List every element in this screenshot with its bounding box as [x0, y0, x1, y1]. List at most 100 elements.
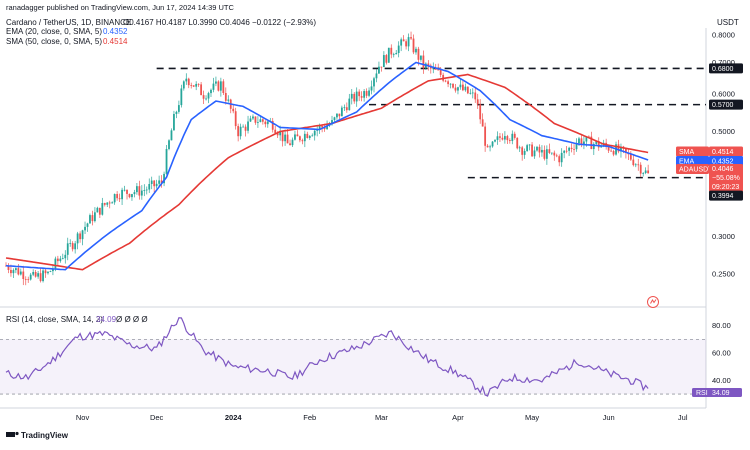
published-note: ranadagger published on TradingView.com,… — [6, 3, 235, 12]
candle-body — [89, 215, 91, 224]
candle-body — [503, 136, 506, 140]
candle-body — [96, 207, 99, 213]
candle-body — [590, 136, 593, 150]
candle-body — [555, 155, 558, 157]
candle-body — [363, 91, 366, 98]
candle-body — [86, 223, 89, 227]
candle-body — [215, 81, 217, 84]
sma-indicator-value: 0.4514 — [103, 37, 128, 46]
candle-body — [570, 147, 573, 149]
candle-body — [466, 86, 469, 94]
candle-body — [29, 274, 32, 280]
candle-body — [71, 243, 74, 250]
candle-body — [113, 194, 116, 203]
candle-body — [224, 93, 227, 101]
candle-body — [261, 119, 264, 122]
support-badge: 0.3994 — [712, 193, 734, 200]
candle-body — [69, 243, 72, 244]
candle-body — [617, 144, 620, 152]
candle-body — [210, 89, 212, 94]
candle-body — [274, 129, 277, 133]
candle-body — [39, 273, 42, 282]
candle-body — [81, 230, 84, 240]
candle-body — [133, 192, 136, 195]
candle-body — [405, 41, 407, 47]
candle-body — [296, 134, 299, 137]
legend-sma-row[interactable]: SMA (50, close, 0, SMA, 5) 0.4514 — [6, 37, 128, 46]
candle-body — [499, 136, 501, 138]
candle-body — [153, 180, 156, 187]
candle-body — [447, 81, 449, 85]
candle-body — [365, 91, 368, 96]
rsi-axis[interactable]: 80.00 60.00 40.00 — [712, 321, 731, 385]
candle-body — [257, 122, 259, 123]
candle-body — [158, 180, 161, 184]
candle-body — [578, 138, 580, 144]
candle-body — [106, 202, 109, 205]
candle-body — [239, 126, 242, 137]
candle-body — [407, 37, 410, 47]
candle-body — [412, 38, 415, 53]
rsi-indicator-label[interactable]: RSI (14, close, SMA, 14, 2) — [6, 315, 103, 324]
candle-body — [244, 126, 247, 131]
candle-body — [306, 133, 309, 139]
price-tick-label: 0.7000 — [712, 58, 735, 67]
candle-body — [336, 113, 338, 118]
candle-body — [143, 190, 146, 191]
candle-body — [91, 215, 94, 222]
resistance-high-badge: 0.6800 — [712, 66, 734, 73]
candle-body — [494, 139, 496, 142]
candle-body — [74, 243, 77, 250]
candle-body — [291, 139, 294, 146]
rsi-tick-label: 40.00 — [712, 376, 731, 385]
candle-body — [427, 63, 430, 66]
candle-body — [629, 154, 632, 160]
candle-body — [52, 268, 54, 272]
candle-body — [121, 189, 123, 200]
candle-body — [289, 143, 291, 146]
legend-ema-row[interactable]: EMA (20, close, 0, SMA, 5) 0.4352 — [6, 27, 128, 36]
price-tick-label: 0.5000 — [712, 127, 735, 136]
candle-body — [185, 78, 188, 82]
candle-body — [19, 271, 22, 275]
rsi-tick-label: 80.00 — [712, 321, 731, 330]
candle-body — [612, 151, 615, 155]
replay-icon[interactable] — [647, 296, 659, 308]
candle-body — [550, 152, 553, 154]
candle-body — [182, 81, 185, 89]
tradingview-logo[interactable]: TradingView — [6, 431, 69, 440]
time-tick-label: Apr — [452, 413, 464, 422]
candle-body — [163, 173, 165, 184]
candle-body — [531, 144, 533, 157]
candle-body — [378, 66, 380, 74]
candle-body — [523, 150, 526, 155]
support-resistance-levels[interactable] — [156, 67, 706, 179]
candle-body — [397, 45, 400, 53]
candle-body — [61, 258, 64, 260]
last-price-badge-bg — [709, 163, 743, 192]
candle-body — [145, 189, 148, 191]
candle-body — [350, 93, 353, 99]
rsi-badge-value: 34.09 — [712, 390, 730, 397]
candle-body — [150, 180, 153, 184]
rsi-line — [5, 317, 649, 397]
candle-body — [66, 243, 69, 255]
candle-body — [610, 150, 612, 152]
symbol-title[interactable]: Cardano / TetherUS, 1D, BINANCE — [6, 18, 131, 27]
candle-body — [479, 104, 482, 120]
time-axis[interactable]: Nov Dec 2024 Feb Mar Apr May Jun Jul — [76, 413, 688, 422]
time-tick-label: May — [525, 413, 539, 422]
candle-body — [368, 90, 370, 96]
price-tick-label: 0.6000 — [712, 90, 735, 99]
candle-body — [54, 258, 57, 269]
candle-body — [12, 270, 15, 274]
resistance-mid-badge: 0.5700 — [712, 102, 734, 109]
candle-body — [165, 149, 168, 174]
candle-body — [242, 126, 244, 128]
price-tick-label: 0.2500 — [712, 269, 735, 278]
candle-body — [202, 95, 205, 99]
candle-body — [234, 111, 237, 127]
time-tick-label: Jul — [678, 413, 688, 422]
